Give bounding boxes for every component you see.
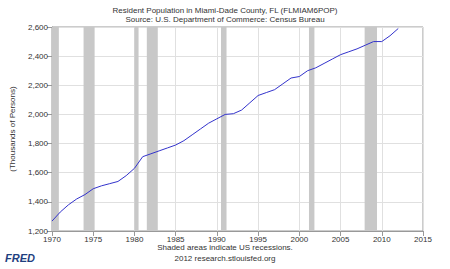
svg-text:2015: 2015: [414, 235, 432, 244]
svg-text:2,400: 2,400: [28, 52, 49, 61]
svg-text:1980: 1980: [126, 235, 144, 244]
svg-text:(Thousands of Persons): (Thousands of Persons): [8, 86, 17, 172]
svg-text:1,600: 1,600: [28, 168, 49, 177]
svg-text:2005: 2005: [332, 235, 350, 244]
svg-text:2010: 2010: [373, 235, 391, 244]
svg-text:2,200: 2,200: [28, 81, 49, 90]
svg-text:Resident Population in Miami-D: Resident Population in Miami-Dade County…: [113, 6, 338, 15]
svg-text:1,200: 1,200: [28, 226, 48, 236]
svg-text:2,600: 2,600: [28, 23, 49, 32]
svg-text:1985: 1985: [167, 235, 185, 244]
svg-text:1975: 1975: [84, 235, 102, 244]
svg-text:1995: 1995: [249, 235, 267, 244]
svg-text:2012 research.stlouisfed.org: 2012 research.stlouisfed.org: [175, 254, 276, 263]
svg-text:1,800: 1,800: [28, 139, 49, 148]
svg-text:FRED: FRED: [5, 252, 35, 264]
svg-text:2,000: 2,000: [28, 110, 49, 119]
svg-text:1,400: 1,400: [28, 197, 49, 206]
svg-text:Shaded areas indicate US reces: Shaded areas indicate US recessions.: [157, 243, 293, 252]
svg-text:2000: 2000: [290, 235, 308, 244]
svg-text:1990: 1990: [208, 235, 226, 244]
svg-text:1970: 1970: [43, 235, 61, 244]
svg-text:Source: U.S. Department of Com: Source: U.S. Department of Commerce: Cen…: [125, 15, 324, 24]
